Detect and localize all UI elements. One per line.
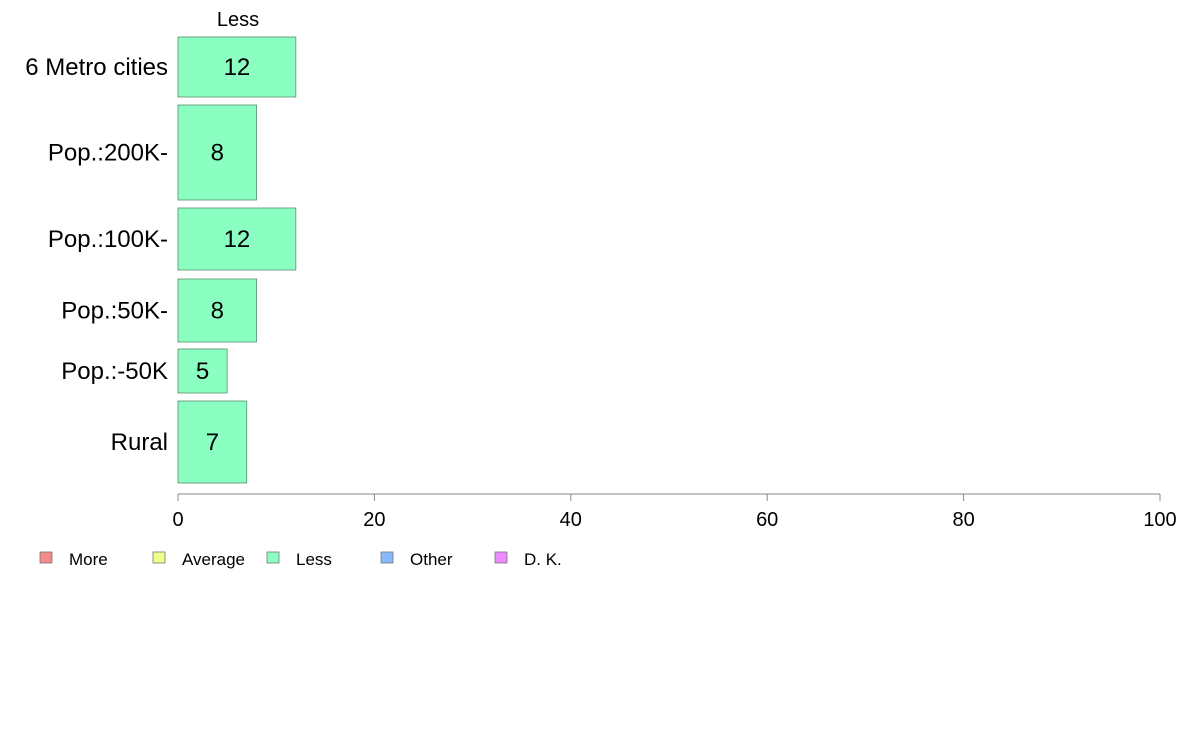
bar-value-label: 7 xyxy=(206,429,219,456)
category-label: Rural xyxy=(111,429,168,456)
x-tick-label: 100 xyxy=(1143,509,1176,531)
bar xyxy=(177,207,297,271)
bar-value-label: 12 xyxy=(224,54,251,81)
bar xyxy=(177,348,228,394)
bar-value-label: 5 xyxy=(196,358,209,385)
category-label: Pop.:200K- xyxy=(48,140,168,167)
bar xyxy=(177,104,257,201)
category-label: Pop.:50K- xyxy=(61,298,168,325)
legend-swatch xyxy=(152,551,166,564)
x-tick-label: 20 xyxy=(363,509,385,531)
x-axis: 0 20 40 60 80 100 xyxy=(172,493,1177,531)
legend: More Average Less Other D. K. xyxy=(39,550,562,569)
bar xyxy=(177,36,297,98)
legend-swatch xyxy=(380,551,394,564)
bars-group: 6 Metro cities 12 Pop.:200K- 8 Pop.:100K- 12 P… xyxy=(25,36,297,484)
bar-value-label: 12 xyxy=(224,226,251,253)
legend-swatch xyxy=(266,551,280,564)
legend-label: More xyxy=(69,550,108,569)
legend-label: Average xyxy=(182,550,245,569)
x-tick-label: 80 xyxy=(952,509,974,531)
x-tick-label: 60 xyxy=(756,509,778,531)
category-label: 6 Metro cities xyxy=(25,54,168,81)
x-tick-label: 0 xyxy=(172,509,183,531)
x-tick-label: 40 xyxy=(560,509,582,531)
bar-value-label: 8 xyxy=(211,298,224,325)
legend-swatch xyxy=(494,551,508,564)
category-label: Pop.:-50K xyxy=(61,358,168,385)
legend-label: D. K. xyxy=(524,550,562,569)
series-title: Less xyxy=(217,9,259,31)
bar xyxy=(177,278,257,343)
legend-label: Less xyxy=(296,550,332,569)
legend-label: Other xyxy=(410,550,453,569)
legend-swatch xyxy=(39,551,53,564)
bar xyxy=(177,400,248,484)
category-label: Pop.:100K- xyxy=(48,226,168,253)
bar-value-label: 8 xyxy=(211,140,224,167)
